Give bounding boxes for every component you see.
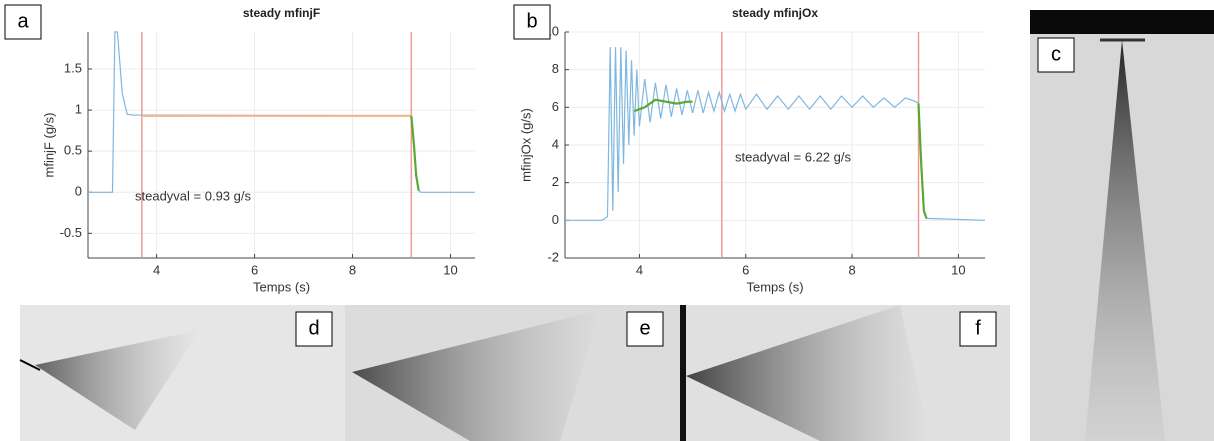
y-tick-label: 0: [552, 212, 559, 227]
panel-label: f: [975, 317, 981, 339]
panel-label: c: [1051, 43, 1061, 65]
data-line: [633, 98, 928, 219]
panel-label-box: [626, 311, 664, 347]
y-tick-label: 8: [552, 61, 559, 76]
y-tick-label: 0: [75, 184, 82, 199]
y-axis-label: mfinjOx (g/s): [518, 108, 533, 182]
panel-label-box: [295, 311, 333, 347]
x-tick-label: 8: [349, 262, 356, 277]
image-c: [1030, 10, 1214, 441]
data-line: [565, 47, 986, 221]
x-tick-label: 6: [742, 262, 749, 277]
y-tick-label: -2: [547, 249, 559, 264]
panel-label: a: [17, 10, 29, 32]
image-d: [19, 305, 345, 441]
panel-label-box: [4, 4, 42, 40]
y-tick-label: 2: [552, 174, 559, 189]
data-line: [88, 31, 475, 193]
panel-label: b: [526, 10, 537, 32]
y-tick-label: 0.5: [64, 143, 82, 158]
annotation: steadyval = 0.93 g/s: [135, 188, 251, 203]
x-tick-label: 4: [636, 262, 643, 277]
x-tick-label: 10: [951, 262, 965, 277]
x-tick-label: 6: [251, 262, 258, 277]
image-f: [680, 305, 1010, 441]
data-line: [410, 115, 420, 191]
x-tick-label: 8: [848, 262, 855, 277]
panel-label: e: [639, 317, 650, 339]
y-tick-label: 1.5: [64, 60, 82, 75]
panel-label-box: [1037, 37, 1075, 73]
y-tick-label: -0.5: [60, 225, 82, 240]
chart-title: steady mfinjF: [243, 6, 320, 20]
chart-title: steady mfinjOx: [732, 6, 818, 20]
panel-label: d: [308, 317, 319, 339]
x-axis-label: Temps (s): [746, 279, 803, 294]
x-axis-label: Temps (s): [253, 279, 310, 294]
image-e: [345, 305, 680, 441]
y-tick-label: 6: [552, 99, 559, 114]
x-tick-label: 10: [443, 262, 457, 277]
panel-label-box: [959, 311, 997, 347]
y-axis-label: mfinjF (g/s): [41, 113, 56, 178]
y-tick-label: 1: [75, 102, 82, 117]
annotation: steadyval = 6.22 g/s: [735, 149, 851, 164]
panel-label-box: [513, 4, 551, 40]
x-tick-label: 4: [153, 262, 160, 277]
y-tick-label: 4: [552, 136, 559, 151]
